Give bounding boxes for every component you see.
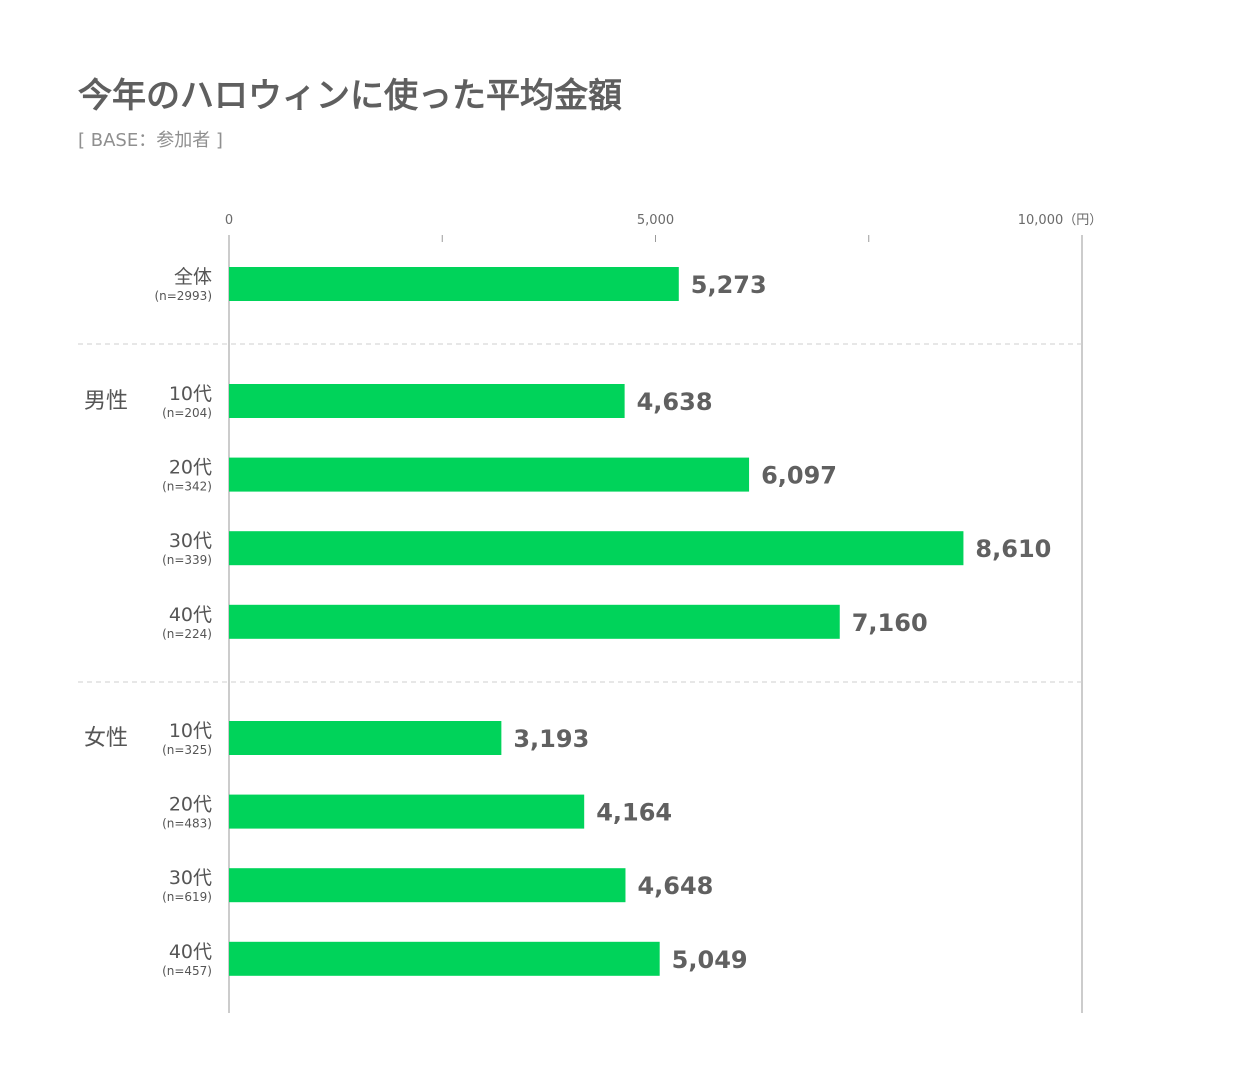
bar [229,941,660,976]
value-label: 4,648 [637,872,713,900]
sample-size-label: (n=224) [162,627,212,641]
value-label: 4,638 [637,388,713,416]
value-label: 5,049 [672,946,748,974]
value-label: 8,610 [975,535,1051,563]
sample-size-label: (n=204) [162,406,212,420]
bar [229,794,585,829]
x-tick-label: 0 [225,213,233,228]
sample-size-label: (n=619) [162,890,212,904]
category-label: 40代 [169,941,212,963]
sample-size-label: (n=339) [162,553,212,567]
sample-size-label: (n=325) [162,743,212,757]
value-label: 7,160 [852,609,928,637]
x-tick-label: 5,000 [637,213,674,228]
category-label: 30代 [169,530,212,552]
category-label: 20代 [169,457,212,479]
category-label: 10代 [169,383,212,405]
category-label: 40代 [169,604,212,626]
category-label: 全体 [174,266,212,288]
bar [229,721,502,755]
bar [229,384,625,418]
bar [229,267,679,301]
value-label: 3,193 [513,725,589,753]
bar [229,531,964,566]
sample-size-label: (n=2993) [154,289,212,303]
value-label: 6,097 [761,462,837,490]
bars-layer [229,267,964,976]
x-tick-label: 10,000（円） [1018,213,1103,228]
chart-subtitle: [ BASE：参加者 ] [78,130,223,151]
bar [229,868,626,903]
bar [229,604,840,639]
value-label: 5,273 [691,271,767,299]
sample-size-label: (n=342) [162,480,212,494]
sample-size-label: (n=457) [162,964,212,978]
value-label: 4,164 [596,799,672,827]
category-label: 10代 [169,720,212,742]
group-label: 女性 [84,726,128,751]
bar [229,457,750,492]
category-label: 20代 [169,794,212,816]
sample-size-label: (n=483) [162,817,212,831]
category-label: 30代 [169,867,212,889]
group-label: 男性 [84,389,128,414]
chart-title: 今年のハロウィンに使った平均金額 [78,76,622,116]
